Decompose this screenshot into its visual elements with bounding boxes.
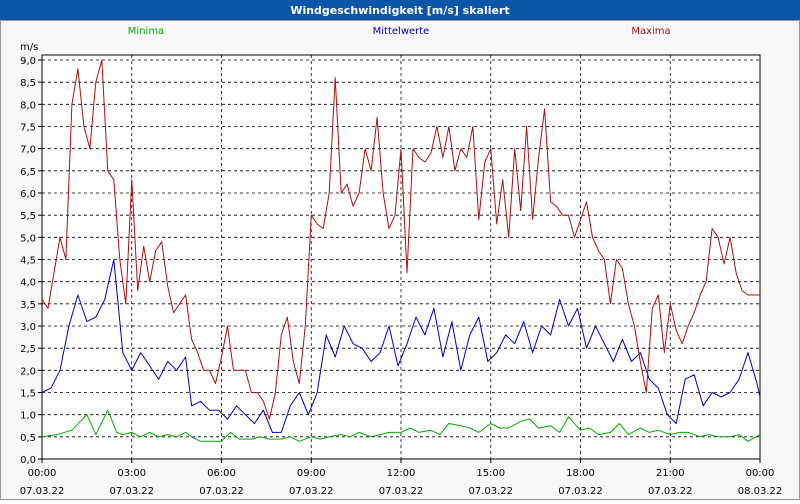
x-tick-time: 03:00 <box>117 468 146 479</box>
y-tick-label: 1,5 <box>20 389 36 400</box>
maxima-series-line <box>41 59 760 420</box>
x-tick-date: 07.03.22 <box>558 486 603 497</box>
chart-title: Windgeschwindigkeit [m/s] skaliert <box>290 4 509 17</box>
x-tick-time: 12:00 <box>387 468 416 479</box>
series-layer <box>41 59 761 442</box>
y-tick-label: 0,5 <box>20 433 36 444</box>
y-tick-label: 9,0 <box>20 56 36 67</box>
y-tick-label: 6,0 <box>20 189 36 200</box>
legend-mittelwerte: Mittelwerte <box>373 26 430 37</box>
y-tick-label: 1,0 <box>20 411 36 422</box>
y-tick-label: 2,0 <box>20 366 36 377</box>
minima-series-line <box>41 409 761 442</box>
y-tick-label: 4,0 <box>20 278 36 289</box>
legend-maxima: Maxima <box>631 26 670 37</box>
y-tick-label: 5,0 <box>20 233 36 244</box>
x-tick-date: 07.03.22 <box>289 486 334 497</box>
x-tick-date: 07.03.22 <box>648 486 693 497</box>
mittelwerte-series-line <box>41 259 761 433</box>
y-tick-label: 2,5 <box>20 344 36 355</box>
y-tick-label: 0,0 <box>20 455 36 466</box>
x-tick-time: 00:00 <box>746 468 775 479</box>
x-tick-date: 07.03.22 <box>20 486 65 497</box>
axis-layer: 0,0 0,5 1,0 1,5 2,0 2,5 3,0 3,5 4,0 4,5 5,0 5,5 6,0 6… <box>20 56 783 497</box>
y-tick-label: 3,0 <box>20 322 36 333</box>
x-tick-date: 07.03.22 <box>468 486 513 497</box>
y-tick-label: 8,0 <box>20 100 36 111</box>
y-tick-label: 7,5 <box>20 123 36 134</box>
y-tick-label: 3,5 <box>20 300 36 311</box>
x-tick-date: 07.03.22 <box>199 486 244 497</box>
y-tick-label: 8,5 <box>20 78 36 89</box>
x-tick-date: 08.03.22 <box>738 486 783 497</box>
x-tick-date: 07.03.22 <box>109 486 154 497</box>
title-bar <box>0 0 800 20</box>
y-tick-label: 6,5 <box>20 167 36 178</box>
x-tick-time: 15:00 <box>476 468 505 479</box>
x-tick-time: 21:00 <box>656 468 685 479</box>
y-tick-label: 7,0 <box>20 145 36 156</box>
x-tick-time: 06:00 <box>207 468 236 479</box>
grid-layer <box>41 54 761 460</box>
y-tick-label: 4,5 <box>20 256 36 267</box>
legend-minima: Minima <box>128 26 164 37</box>
x-tick-time: 09:00 <box>297 468 326 479</box>
y-axis-label: m/s <box>20 42 38 53</box>
x-tick-time: 18:00 <box>566 468 595 479</box>
x-tick-date: 07.03.22 <box>379 486 424 497</box>
x-tick-time: 00:00 <box>28 468 57 479</box>
y-tick-label: 5,5 <box>20 211 36 222</box>
